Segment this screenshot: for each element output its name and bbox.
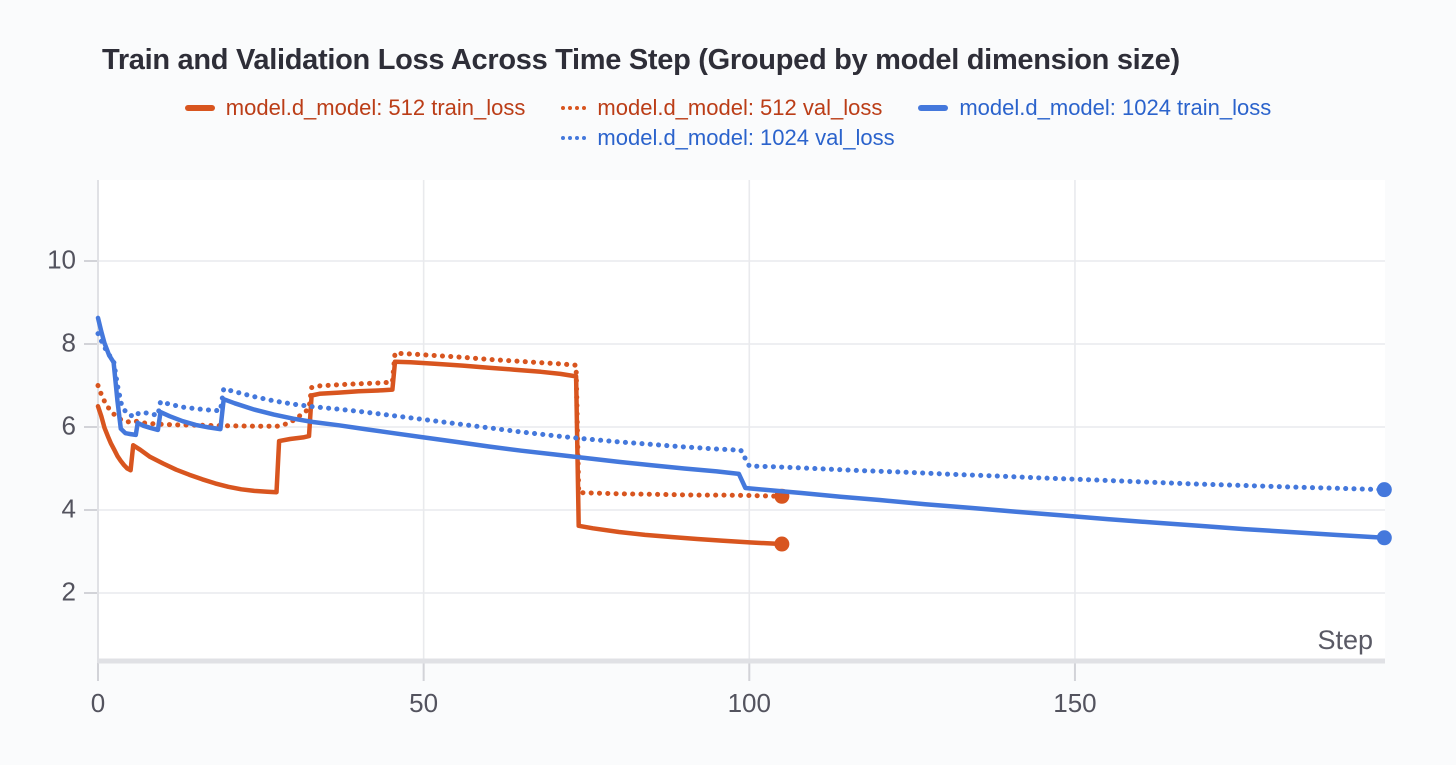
- legend-item-512-val_loss: model.d_model: 512 val_loss: [561, 95, 882, 121]
- legend-swatch-dotted: [561, 106, 587, 110]
- legend-item-512-train_loss: model.d_model: 512 train_loss: [184, 95, 526, 121]
- x-axis-label: Step: [1317, 625, 1373, 655]
- x-tick-label: 100: [727, 688, 771, 718]
- legend-item-1024-val_loss: model.d_model: 1024 val_loss: [561, 125, 895, 151]
- legend-swatch-dotted: [561, 136, 587, 140]
- x-tick-label: 50: [409, 688, 439, 718]
- legend-row: model.d_model: 1024 val_loss: [561, 125, 895, 151]
- y-tick-label: 10: [47, 244, 76, 275]
- legend-row: model.d_model: 512 train_loss model.d_mod…: [184, 95, 1271, 121]
- y-tick-label: 6: [61, 410, 76, 441]
- legend-label: model.d_model: 1024 train_loss: [959, 95, 1272, 120]
- x-tick-label: 150: [1053, 688, 1097, 718]
- y-tick-label: 2: [61, 576, 76, 607]
- legend-label: model.d_model: 512 val_loss: [597, 95, 883, 120]
- legend-swatch-solid: [184, 105, 215, 111]
- legend-label: model.d_model: 512 train_loss: [225, 95, 526, 120]
- plot-area: [98, 180, 1385, 663]
- legend-label: model.d_model: 1024 val_loss: [597, 125, 895, 150]
- chart-legend: model.d_model: 512 train_loss model.d_mod…: [0, 95, 1456, 151]
- legend-swatch-solid: [918, 105, 949, 111]
- y-tick-label: 4: [61, 493, 76, 524]
- chart-title: Train and Validation Loss Across Time St…: [102, 44, 1180, 76]
- legend-item-1024-train_loss: model.d_model: 1024 train_loss: [918, 95, 1271, 121]
- x-tick-label: 0: [90, 688, 106, 718]
- y-tick-label: 8: [61, 327, 76, 358]
